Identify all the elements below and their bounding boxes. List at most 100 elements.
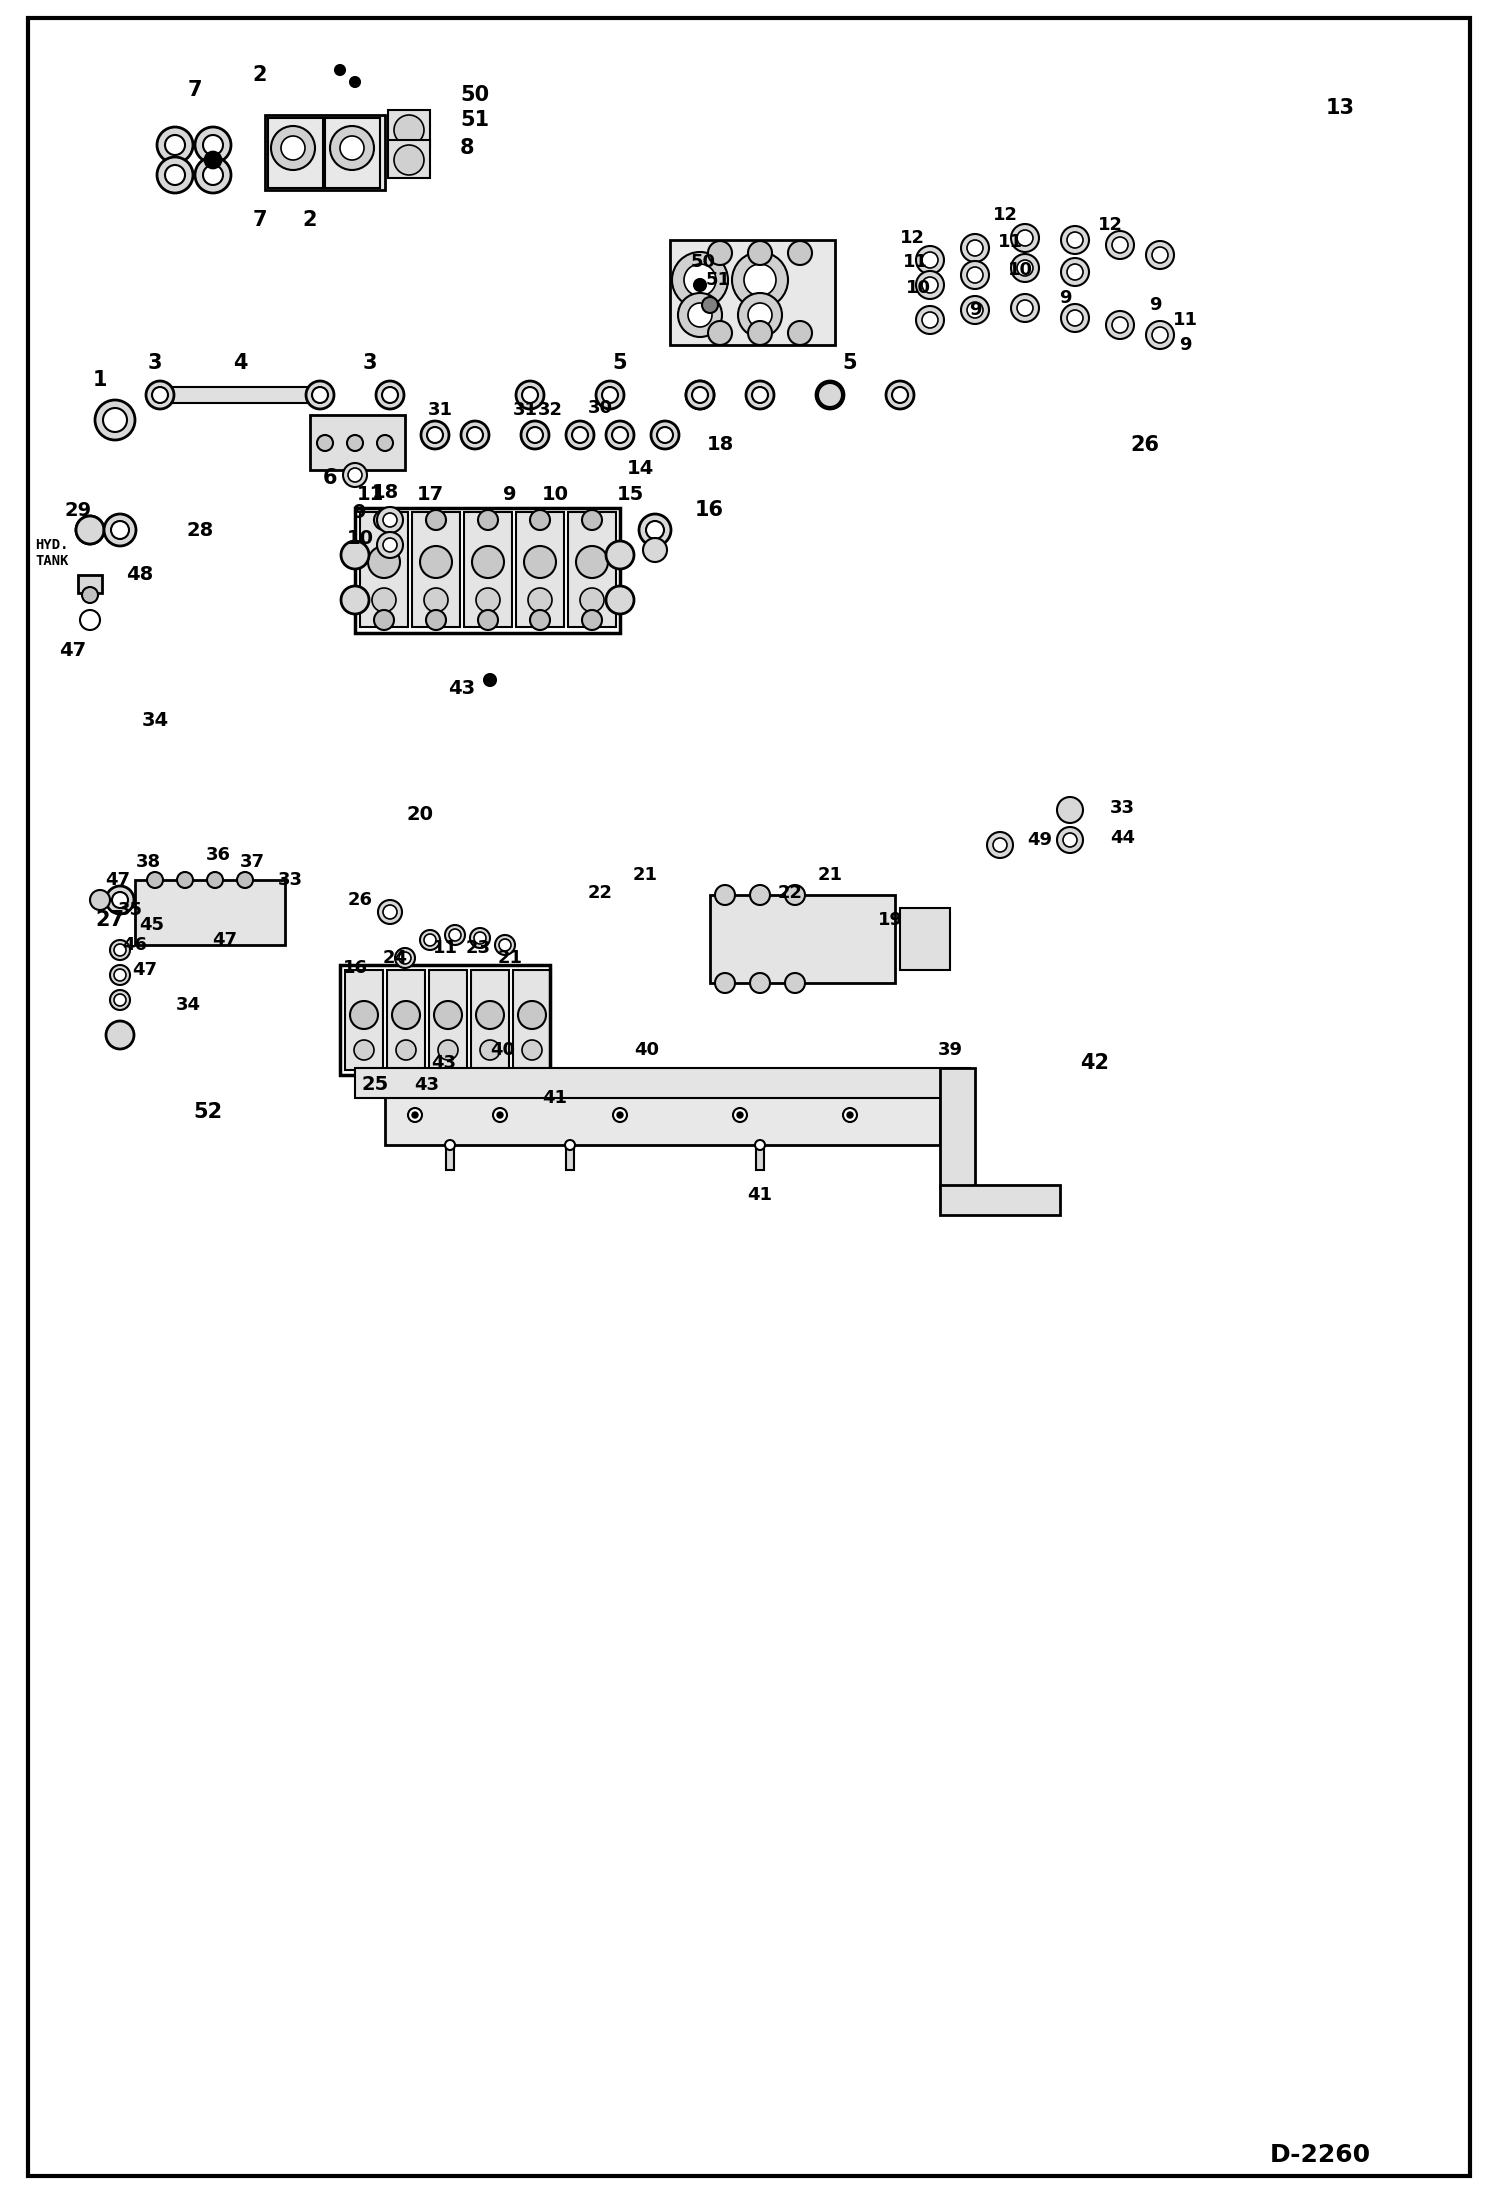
Text: 18: 18 [372,483,398,502]
Text: 9: 9 [354,502,367,522]
Circle shape [1106,312,1134,340]
Text: 7: 7 [187,79,202,101]
Text: 37: 37 [240,853,265,871]
Bar [515,511,565,627]
Text: 13: 13 [1326,99,1354,118]
Circle shape [499,939,511,950]
Text: 18: 18 [707,434,734,454]
Circle shape [479,1040,500,1060]
Circle shape [788,320,812,344]
Circle shape [145,382,174,408]
Circle shape [993,838,1007,851]
Circle shape [114,994,126,1007]
Circle shape [515,382,544,408]
Circle shape [987,832,1013,858]
Circle shape [750,884,770,904]
Circle shape [76,516,103,544]
Circle shape [484,674,496,687]
Circle shape [843,1108,857,1121]
Bar [446,1147,454,1169]
Circle shape [921,252,938,268]
Circle shape [640,513,671,546]
Circle shape [395,1040,416,1060]
Bar [941,1068,975,1187]
Text: 3: 3 [363,353,377,373]
Circle shape [151,386,168,404]
Text: 19: 19 [878,911,902,928]
Circle shape [425,509,446,531]
Circle shape [748,320,771,344]
Circle shape [82,522,97,538]
Circle shape [394,145,424,176]
Circle shape [424,588,448,612]
Circle shape [478,610,497,630]
Text: 50: 50 [691,252,716,272]
Text: 15: 15 [616,485,644,505]
Text: 7: 7 [253,211,267,230]
Circle shape [748,303,771,327]
Text: 40: 40 [490,1040,515,1060]
Circle shape [377,507,403,533]
Text: 46: 46 [123,937,147,954]
Circle shape [572,428,589,443]
Circle shape [733,252,788,307]
Text: 28: 28 [186,520,214,540]
Circle shape [1067,309,1083,327]
Circle shape [383,513,397,527]
Bar [756,1147,764,1169]
Text: 21: 21 [632,867,658,884]
Circle shape [434,1000,461,1029]
Text: 33: 33 [1110,799,1135,816]
Circle shape [157,158,193,193]
Bar [512,970,551,1071]
Circle shape [103,408,127,432]
Circle shape [1064,834,1077,847]
Circle shape [493,1108,506,1121]
Circle shape [445,1141,455,1150]
Circle shape [692,386,709,404]
Circle shape [395,948,415,968]
Circle shape [750,972,770,994]
Circle shape [962,235,989,261]
Circle shape [524,546,556,577]
Circle shape [177,871,193,889]
Circle shape [643,538,667,562]
Circle shape [692,386,709,404]
Text: 26: 26 [348,891,373,908]
Circle shape [237,871,253,889]
Text: 47: 47 [213,930,238,950]
Text: 2: 2 [303,211,318,230]
Text: 29: 29 [64,500,91,520]
Circle shape [111,520,129,540]
Circle shape [79,610,100,630]
Text: 41: 41 [748,1187,773,1205]
Text: 33: 33 [277,871,303,889]
Text: 40: 40 [635,1040,659,1060]
Circle shape [607,542,634,568]
Bar [135,880,285,946]
Circle shape [565,1141,575,1150]
Text: 11: 11 [902,252,927,272]
Text: 47: 47 [132,961,157,979]
Circle shape [369,546,400,577]
Text: 38: 38 [135,853,160,871]
Bar [464,511,512,627]
Circle shape [374,509,394,531]
Text: 43: 43 [431,1053,457,1073]
Text: 16: 16 [343,959,367,976]
Circle shape [157,127,193,162]
Circle shape [607,421,634,450]
Circle shape [425,610,446,630]
Text: 9: 9 [1179,336,1191,353]
Circle shape [392,1000,419,1029]
Circle shape [577,546,608,577]
Circle shape [165,136,184,156]
Circle shape [746,382,774,408]
Bar [325,118,380,189]
Circle shape [472,546,503,577]
Circle shape [658,428,673,443]
Bar [385,1090,941,1145]
Circle shape [583,610,602,630]
Circle shape [673,252,728,307]
Text: 6: 6 [322,467,337,487]
